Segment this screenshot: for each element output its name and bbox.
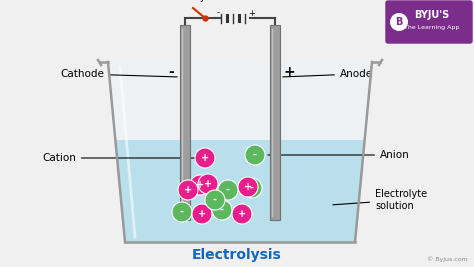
Text: -: - — [168, 65, 174, 79]
Circle shape — [192, 204, 212, 224]
Text: +: + — [238, 209, 246, 219]
Text: © Byjus.com: © Byjus.com — [427, 256, 468, 262]
Text: -: - — [253, 150, 257, 160]
Text: Anode: Anode — [283, 69, 373, 79]
Text: Key: Key — [188, 0, 206, 2]
Text: -: - — [180, 207, 184, 217]
Text: B: B — [395, 17, 403, 27]
Text: +: + — [204, 179, 212, 189]
Text: +: + — [248, 9, 255, 18]
Circle shape — [238, 177, 258, 197]
Text: -: - — [220, 205, 224, 215]
Text: +: + — [201, 153, 209, 163]
Circle shape — [178, 180, 198, 200]
Text: -: - — [226, 185, 230, 195]
Text: Electrolyte
solution: Electrolyte solution — [333, 189, 427, 211]
Text: +: + — [196, 180, 204, 190]
Polygon shape — [115, 140, 365, 242]
Circle shape — [172, 202, 192, 222]
Text: +: + — [184, 185, 192, 195]
Circle shape — [245, 145, 265, 165]
Text: -: - — [217, 9, 219, 18]
Circle shape — [218, 180, 238, 200]
Bar — [180, 25, 190, 220]
Circle shape — [232, 204, 252, 224]
Text: Cathode: Cathode — [60, 69, 177, 79]
Text: BYJU'S: BYJU'S — [414, 10, 450, 20]
Text: Anion: Anion — [268, 150, 410, 160]
Circle shape — [390, 13, 408, 31]
Circle shape — [198, 174, 218, 194]
Bar — [270, 25, 280, 220]
Circle shape — [190, 175, 210, 195]
Circle shape — [242, 178, 262, 198]
Text: +: + — [283, 65, 295, 79]
Text: The Learning App: The Learning App — [404, 26, 460, 30]
Text: +: + — [198, 209, 206, 219]
Text: -: - — [213, 195, 217, 205]
Circle shape — [195, 148, 215, 168]
Text: +: + — [244, 182, 252, 192]
Text: Electrolysis: Electrolysis — [192, 248, 282, 262]
Circle shape — [212, 200, 232, 220]
Circle shape — [205, 190, 225, 210]
Text: -: - — [250, 183, 254, 193]
Text: Cation: Cation — [42, 153, 197, 163]
FancyBboxPatch shape — [386, 1, 472, 43]
Polygon shape — [108, 62, 372, 242]
